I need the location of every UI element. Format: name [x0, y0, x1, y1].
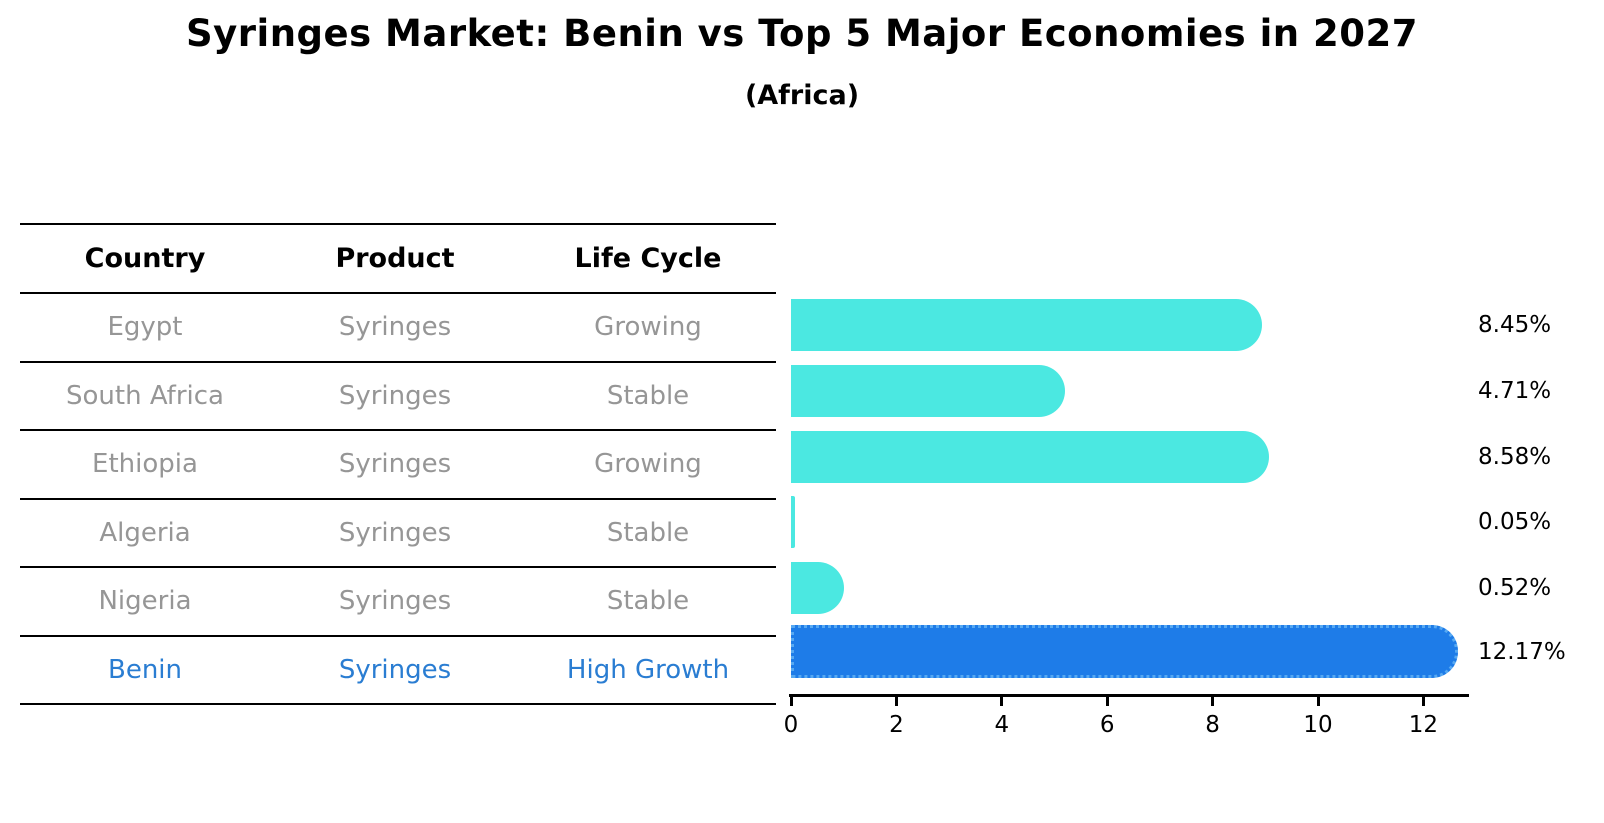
- x-axis-tick-mark: [1211, 694, 1215, 706]
- cell-product: Syringes: [338, 312, 452, 343]
- x-axis-tick-label: 2: [889, 712, 904, 738]
- cell-country: Algeria: [99, 517, 191, 548]
- cell-product: Syringes: [338, 380, 452, 411]
- x-axis-tick-mark: [1105, 694, 1109, 706]
- value-label-nigeria: 0.52%: [1478, 575, 1552, 601]
- value-label-algeria: 0.05%: [1478, 509, 1552, 535]
- bar-south-africa: [791, 365, 1066, 417]
- column-header-product: Product: [335, 243, 455, 274]
- x-axis-tick-mark: [1000, 694, 1004, 706]
- column-header-life-cycle: Life Cycle: [574, 243, 722, 274]
- x-axis-line: [789, 694, 1469, 697]
- bar-benin: [791, 625, 1459, 678]
- x-axis-tick-label: 8: [1205, 712, 1220, 738]
- cell-product: Syringes: [338, 449, 452, 480]
- table-row-south-africa: South Africa Syringes Stable: [20, 360, 776, 430]
- cell-country: South Africa: [66, 380, 224, 411]
- cell-life-cycle: Growing: [594, 449, 702, 480]
- table-row-nigeria: Nigeria Syringes Stable: [20, 566, 776, 635]
- x-axis-tick-label: 12: [1408, 712, 1439, 738]
- cell-product: Syringes: [338, 586, 452, 617]
- cell-life-cycle: Growing: [594, 312, 702, 343]
- table-row-ethiopia: Ethiopia Syringes Growing: [20, 429, 776, 498]
- chart-title: Syringes Market: Benin vs Top 5 Major Ec…: [186, 12, 1418, 55]
- x-axis-tick-mark: [1421, 694, 1425, 706]
- bar-egypt: [791, 299, 1263, 351]
- cell-life-cycle: Stable: [606, 380, 690, 411]
- x-axis-tick-label: 0: [783, 712, 799, 738]
- cell-life-cycle: High Growth: [566, 654, 730, 685]
- table-row-egypt: Egypt Syringes Growing: [20, 292, 776, 361]
- x-axis-tick-label: 4: [994, 712, 1010, 738]
- cell-country: Egypt: [107, 312, 183, 343]
- table-row-algeria: Algeria Syringes Stable: [20, 497, 776, 567]
- cell-product: Syringes: [338, 654, 452, 685]
- country-table: Country Product Life Cycle Egypt Syringe…: [20, 223, 776, 705]
- value-label-ethiopia: 8.58%: [1478, 444, 1552, 470]
- cell-country: Nigeria: [98, 586, 192, 617]
- cell-life-cycle: Stable: [606, 586, 690, 617]
- column-header-country: Country: [84, 243, 206, 274]
- bar-ethiopia: [791, 431, 1270, 483]
- value-label-south-africa: 4.71%: [1478, 378, 1552, 404]
- cell-country: Ethiopia: [92, 449, 198, 480]
- table-row-benin: Benin Syringes High Growth: [20, 634, 776, 704]
- cell-life-cycle: Stable: [606, 517, 690, 548]
- x-axis-tick-mark: [1316, 694, 1320, 706]
- bar-algeria: [791, 496, 795, 548]
- x-axis-tick-label: 10: [1303, 712, 1333, 738]
- value-label-benin: 12.17%: [1478, 639, 1566, 665]
- bar-nigeria: [791, 562, 845, 614]
- x-axis-tick-label: 6: [1099, 712, 1115, 738]
- value-label-egypt: 8.45%: [1478, 312, 1552, 338]
- table-header-row: Country Product Life Cycle: [20, 223, 776, 292]
- x-axis-tick-mark: [894, 694, 898, 706]
- chart-subtitle: (Africa): [744, 80, 860, 111]
- cell-product: Syringes: [338, 517, 452, 548]
- x-axis-tick-mark: [789, 694, 793, 706]
- cell-country: Benin: [107, 654, 182, 685]
